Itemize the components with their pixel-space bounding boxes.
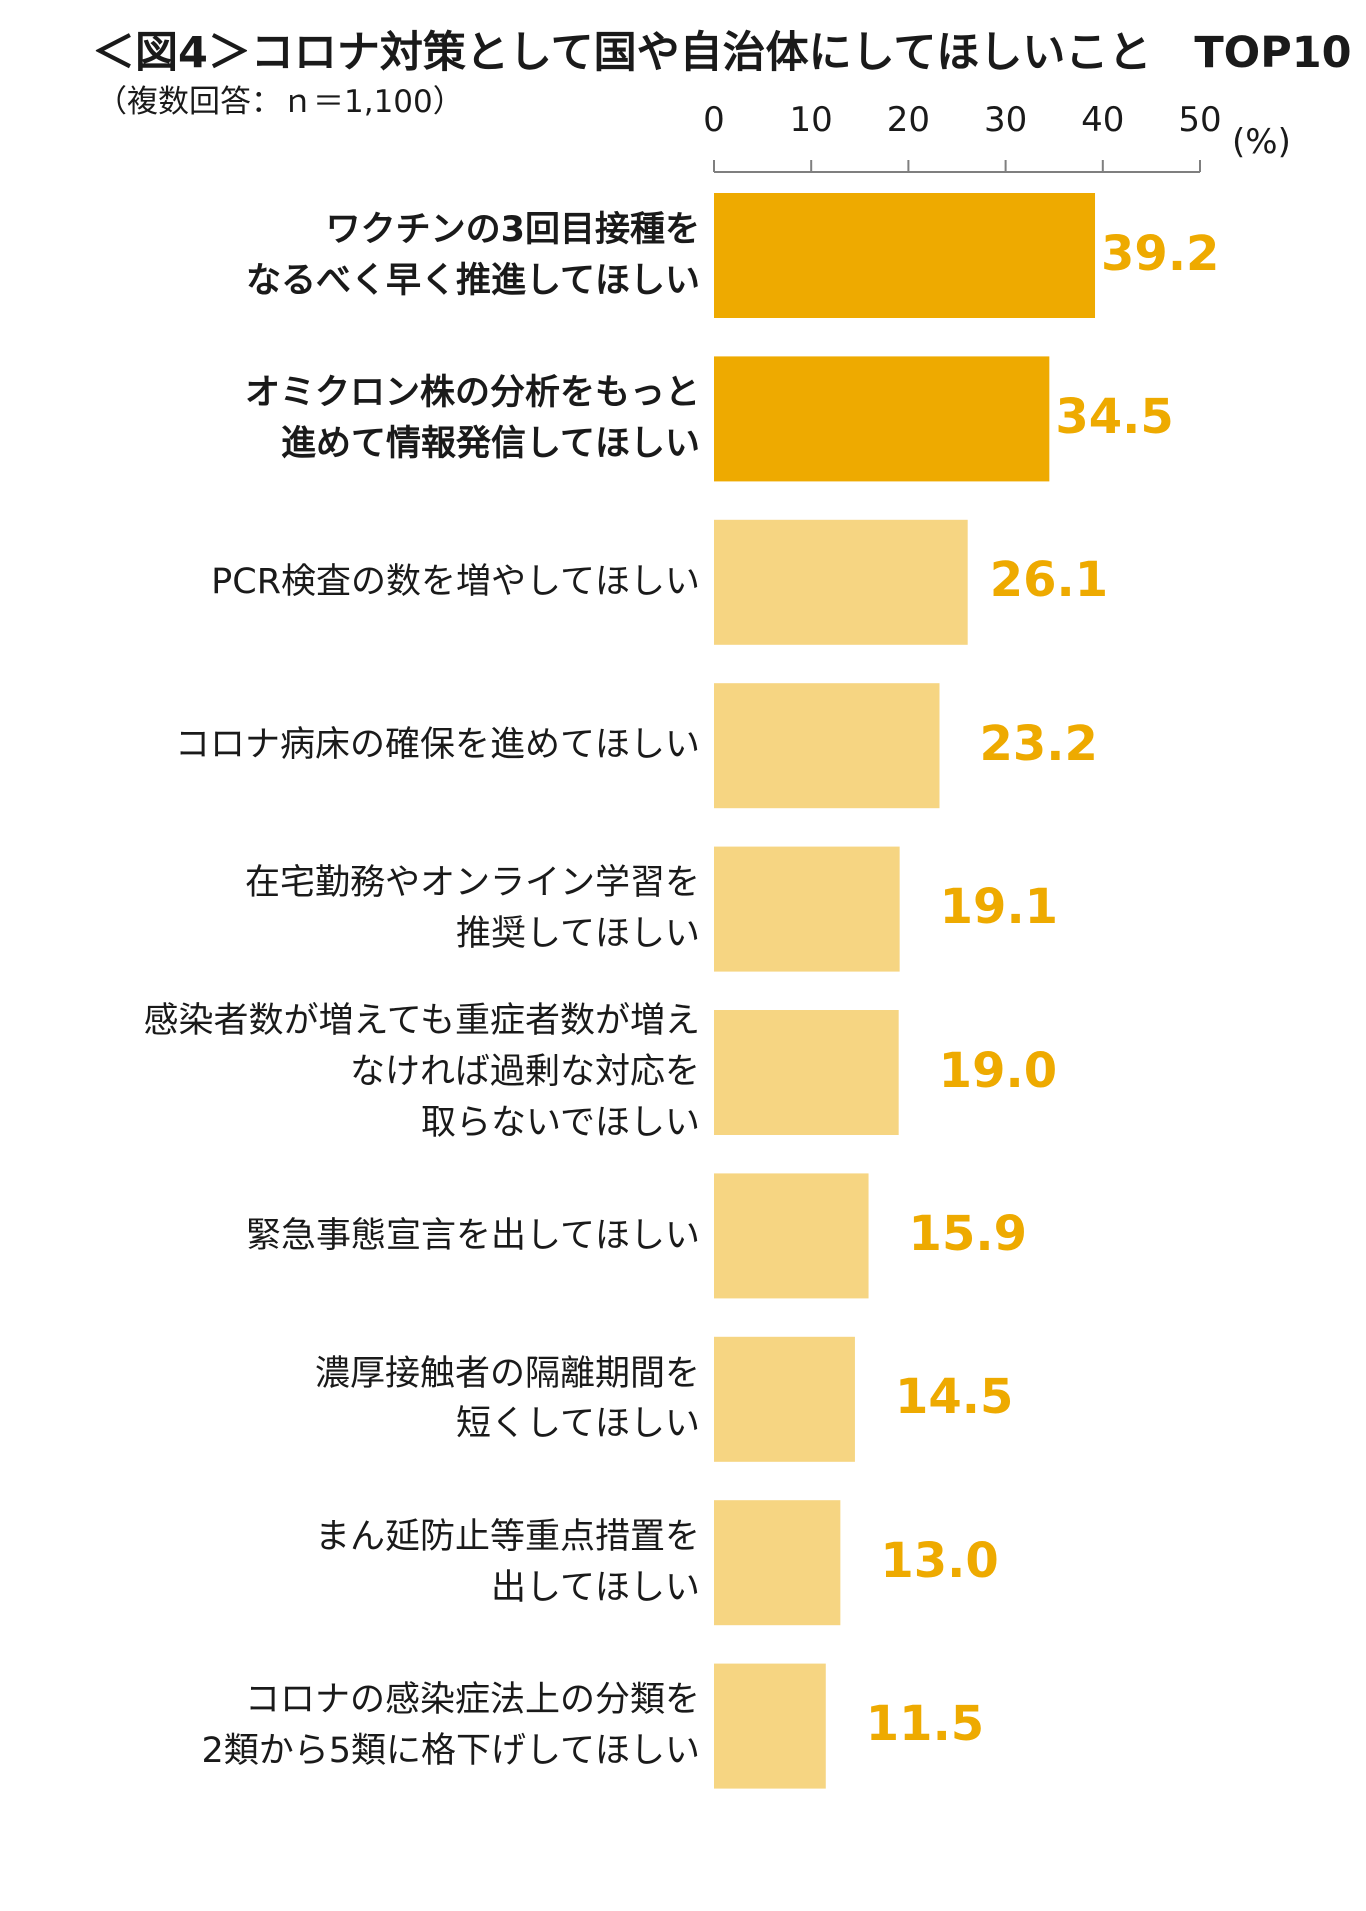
value-label: 23.2 bbox=[979, 715, 1098, 772]
bar bbox=[714, 519, 968, 645]
category-label-line: なければ過剰な対応を bbox=[349, 1052, 700, 1093]
x-tick-label: 20 bbox=[886, 100, 931, 140]
x-tick-label: 50 bbox=[1178, 100, 1222, 140]
bar bbox=[714, 1500, 841, 1626]
category-label-line: オミクロン株の分析をもっと bbox=[244, 373, 700, 414]
category-label: 緊急事態宣言を出してほしい bbox=[246, 1211, 700, 1262]
value-label: 39.2 bbox=[1101, 225, 1220, 282]
category-label-line: 濃厚接触者の隔離期間を bbox=[314, 1353, 700, 1394]
category-label-line: PCR検査の数を増やしてほしい bbox=[211, 561, 700, 602]
value-label: 11.5 bbox=[865, 1696, 985, 1753]
category-label-line: まん延防止等重点措置を bbox=[314, 1516, 700, 1557]
category-label: コロナ病床の確保を進めてほしい bbox=[175, 720, 700, 771]
bar bbox=[714, 846, 900, 972]
category-label-line: 短くしてほしい bbox=[456, 1404, 700, 1445]
category-label-line: 在宅勤務やオンライン学習を bbox=[244, 863, 700, 904]
category-label-line: 取らないでほしい bbox=[421, 1102, 700, 1143]
category-label: 濃厚接触者の隔離期間を短くしてほしい bbox=[315, 1349, 700, 1451]
category-label: 感染者数が増えても重症者数が増えなければ過剰な対応を取らないでほしい bbox=[143, 996, 700, 1148]
bar bbox=[714, 1663, 826, 1789]
category-label-line: 推奨してほしい bbox=[456, 914, 700, 955]
bar bbox=[714, 356, 1050, 482]
category-label: 在宅勤務やオンライン学習を推奨してほしい bbox=[245, 858, 700, 960]
category-label-line: 感染者数が増えても重症者数が増え bbox=[143, 1001, 700, 1042]
category-label-line: コロナ病床の確保を進めてほしい bbox=[174, 725, 700, 766]
category-label: まん延防止等重点措置を出してほしい bbox=[315, 1512, 700, 1614]
value-label: 19.0 bbox=[938, 1042, 1058, 1099]
value-label: 34.5 bbox=[1055, 388, 1174, 445]
bar bbox=[714, 1173, 869, 1299]
value-label: 15.9 bbox=[908, 1205, 1027, 1262]
category-label-line: 進めて情報発信してほしい bbox=[281, 423, 700, 464]
axis-unit-label: (%) bbox=[1232, 122, 1291, 162]
bar bbox=[714, 1010, 899, 1135]
category-label: コロナの感染症法上の分類を 2類から5類に格下げしてほしい bbox=[202, 1675, 701, 1777]
bar bbox=[714, 1336, 855, 1462]
x-tick-label: 0 bbox=[703, 100, 725, 140]
category-label: ワクチンの3回目接種をなるべく早く推進してほしい bbox=[246, 205, 700, 307]
value-label: 19.1 bbox=[939, 879, 1059, 936]
value-label: 14.5 bbox=[894, 1369, 1014, 1426]
x-tick-label: 40 bbox=[1081, 100, 1125, 140]
category-label: オミクロン株の分析をもっと進めて情報発信してほしい bbox=[245, 368, 700, 470]
x-tick-label: 30 bbox=[983, 100, 1028, 140]
category-label-line: 出してほしい bbox=[491, 1567, 700, 1608]
chart-subtitle: （複数回答：ｎ＝1,100） bbox=[96, 84, 464, 120]
category-label-line: なるべく早く推進してほしい bbox=[246, 260, 700, 301]
value-label: 26.1 bbox=[989, 552, 1109, 609]
category-label-line: ワクチンの3回目接種を bbox=[325, 209, 700, 250]
x-tick-label: 10 bbox=[789, 100, 833, 140]
category-label-line: 2類から5類に格下げしてほしい bbox=[201, 1731, 701, 1772]
chart-title: ＜図4＞コロナ対策として国や自治体にしてほしいこと TOP10 bbox=[92, 28, 1352, 78]
category-label-line: コロナの感染症法上の分類を bbox=[244, 1680, 700, 1721]
bar bbox=[714, 683, 940, 809]
bar bbox=[714, 193, 1096, 318]
category-label: PCR検査の数を増やしてほしい bbox=[211, 557, 700, 608]
category-label-line: 緊急事態宣言を出してほしい bbox=[246, 1215, 700, 1256]
value-label: 13.0 bbox=[880, 1532, 999, 1589]
